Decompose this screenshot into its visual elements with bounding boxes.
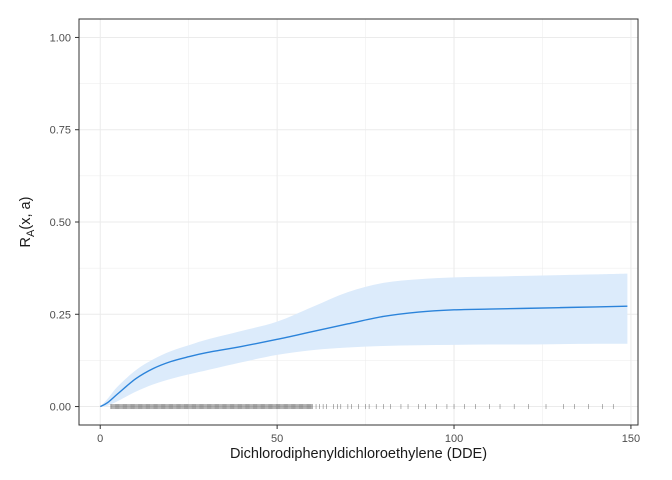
- y-axis-ticks: 0.00 0.25 0.50 0.75 1.00: [50, 32, 79, 414]
- x-axis-title: Dichlorodiphenyldichloroethylene (DDE): [230, 446, 487, 462]
- y-tick-label: 0.25: [50, 309, 71, 321]
- curve-group: [99, 305, 628, 408]
- y-tick-label: 1.00: [50, 32, 71, 44]
- y-axis-title: RA(x, a): [18, 197, 37, 248]
- y-axis-title-subscript: A: [25, 229, 37, 237]
- y-tick-label: 0.50: [50, 217, 71, 229]
- confidence-band: [100, 273, 628, 407]
- y-tick-label: 0.00: [50, 402, 71, 414]
- estimate-curve: [99, 305, 628, 408]
- rug-group: [110, 404, 614, 410]
- x-tick-label: 0: [97, 433, 103, 445]
- x-tick-label: 150: [622, 433, 640, 445]
- y-axis-title-rest: (x, a): [18, 197, 34, 230]
- x-tick-label: 50: [271, 433, 283, 445]
- x-tick-label: 100: [445, 433, 463, 445]
- y-axis-title-main: R: [18, 237, 34, 247]
- x-axis-ticks: 0 50 100 150: [97, 425, 640, 445]
- y-tick-label: 0.75: [50, 125, 71, 137]
- confidence-band-group: [100, 273, 628, 407]
- grid: [79, 19, 638, 425]
